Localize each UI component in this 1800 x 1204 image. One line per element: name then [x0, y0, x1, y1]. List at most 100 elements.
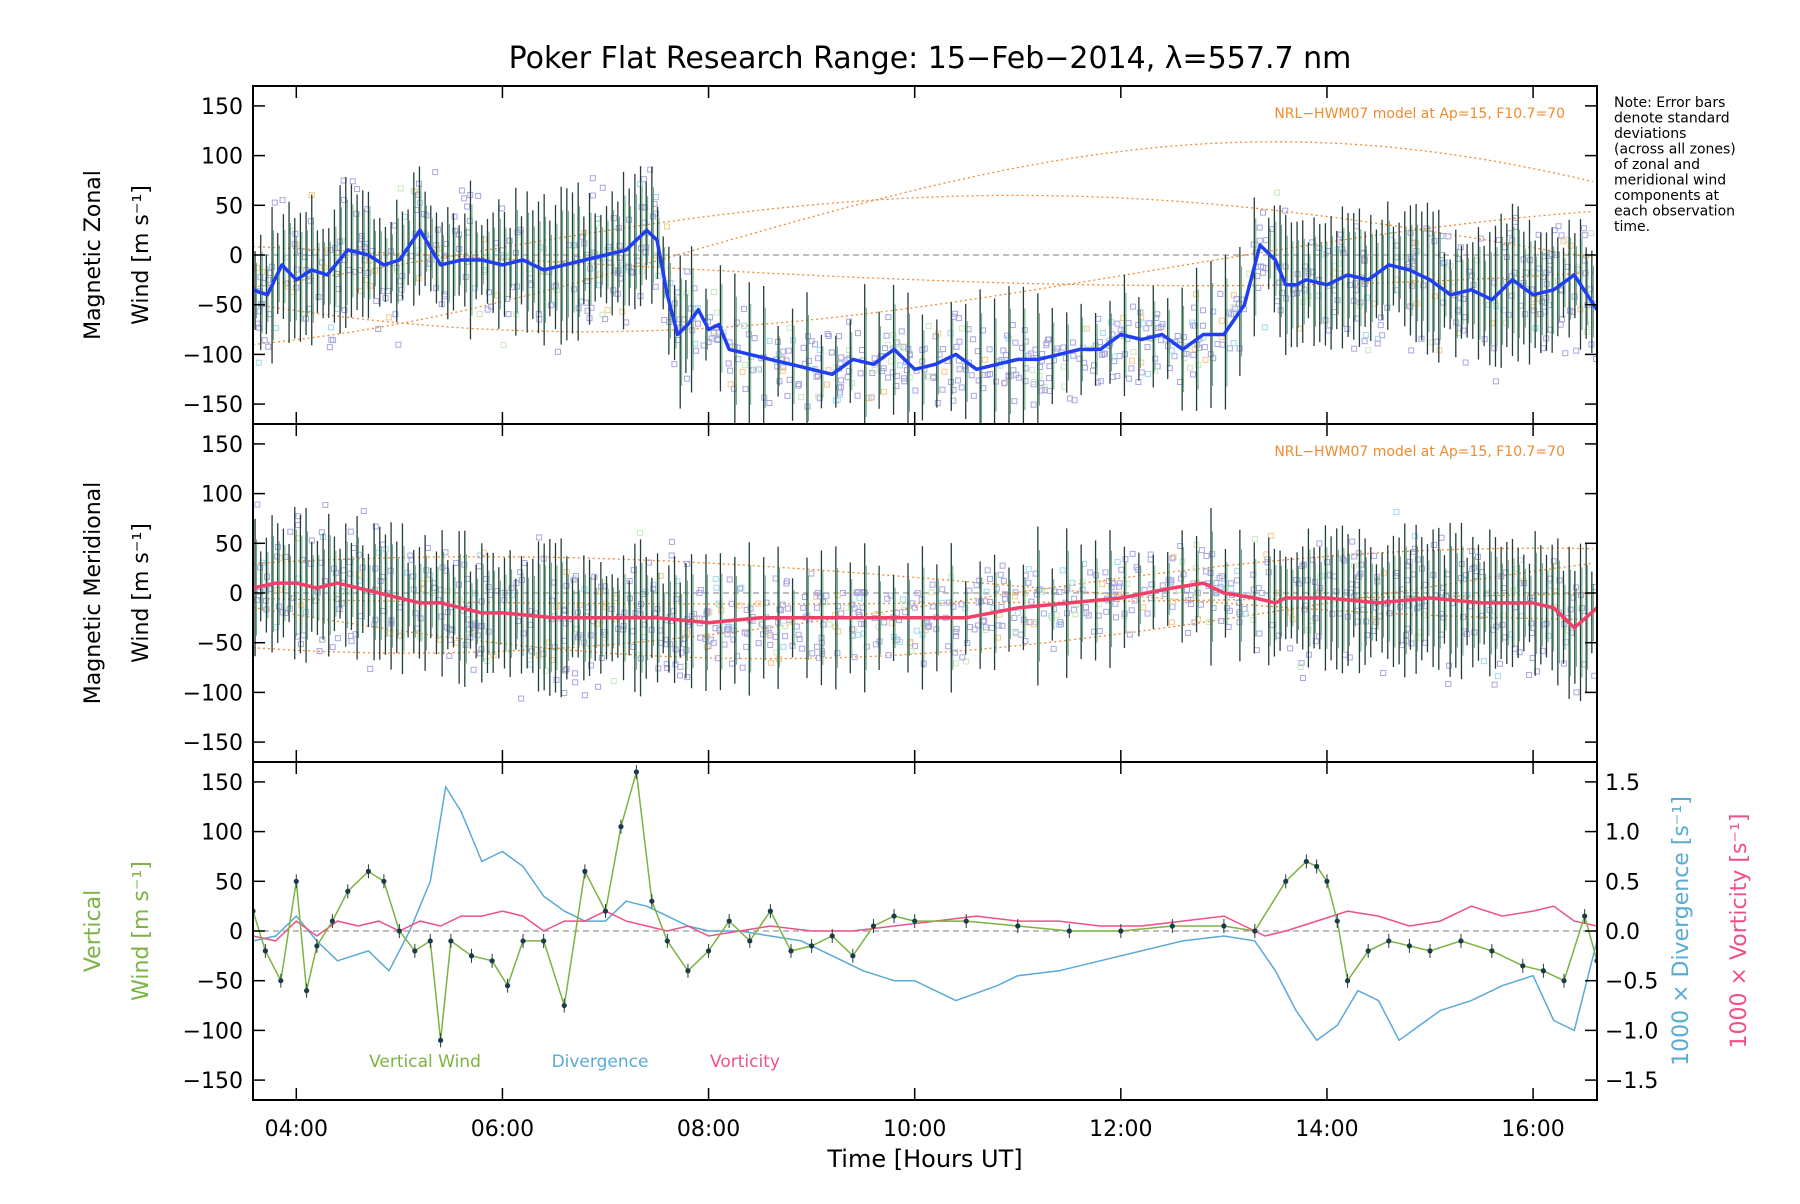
scatter-point [334, 635, 341, 642]
vertical-wind-point [561, 1002, 567, 1009]
scatter-point [664, 664, 671, 671]
vertical-wind-point [891, 913, 897, 919]
scatter-point [1517, 302, 1524, 309]
scatter-point [1014, 610, 1021, 617]
scatter-point [982, 624, 989, 631]
vertical-wind-point [303, 988, 310, 994]
x-axis-label: Time [Hours UT] [826, 1145, 1022, 1173]
scatter-point [1183, 586, 1190, 593]
scatter-point [542, 667, 549, 674]
scatter-point [798, 394, 805, 401]
scatter-point [626, 595, 633, 602]
scatter-point [572, 679, 579, 686]
scatter-point [536, 534, 543, 541]
scatter-point [825, 332, 832, 339]
scatter-point [475, 192, 482, 199]
vertical-wind-point [649, 898, 655, 904]
note-line: components at [1614, 188, 1720, 204]
scatter-point [589, 192, 596, 199]
scatter-point [871, 366, 878, 373]
scatter-point [1250, 571, 1257, 578]
scatter-point [692, 340, 699, 347]
scatter-point [684, 674, 691, 681]
scatter-point [462, 641, 469, 648]
scatter-point [1253, 647, 1260, 654]
vertical-wind-point [1458, 938, 1464, 944]
y-tick-label: 150 [201, 95, 243, 120]
vertical-wind-point [726, 918, 732, 924]
scatter-point [1022, 638, 1029, 645]
model-label: NRL−HWM07 model at Ap=15, F10.7=70 [1274, 106, 1565, 122]
scatter-point [1346, 654, 1353, 661]
scatter-point [1440, 584, 1447, 591]
vertical-wind-point [437, 1037, 444, 1043]
scatter-point [1514, 565, 1521, 572]
scatter-point [1217, 290, 1224, 297]
vertical-wind-point [633, 769, 640, 775]
scatter-point [766, 337, 773, 344]
scatter-point [793, 623, 800, 630]
scatter-point [1070, 606, 1077, 613]
scatter-point [1009, 322, 1016, 329]
x-tick-label: 08:00 [677, 1117, 740, 1142]
scatter-point [1438, 534, 1445, 541]
vertical-wind-point [1365, 948, 1371, 954]
scatter-point [1233, 577, 1240, 584]
y-tick-label: 0 [229, 920, 243, 945]
panel-2: NRL−HWM07 model at Ap=15, F10.7=70 150 100… [81, 423, 1598, 763]
scatter-point [553, 603, 560, 610]
scatter-point [329, 644, 336, 651]
scatter-point [975, 377, 982, 384]
x-tick-label: 16:00 [1501, 1117, 1564, 1142]
scatter-point [885, 314, 892, 321]
scatter-point [755, 600, 762, 607]
scatter-point [1147, 556, 1154, 563]
scatter-point [1371, 552, 1378, 559]
scatter-point [779, 367, 786, 374]
scatter-point [953, 343, 960, 350]
y2-tick-label: 0.0 [1605, 920, 1640, 945]
scatter-point [1103, 608, 1110, 615]
scatter-point [300, 632, 307, 639]
scatter-point [1431, 542, 1438, 549]
scatter-point [1169, 619, 1176, 626]
scatter-point [1050, 645, 1057, 652]
vertical-wind-point [293, 878, 299, 884]
scatter-point [1377, 322, 1384, 329]
scatter-point [945, 643, 952, 650]
scatter-point [316, 648, 323, 655]
scatter-point [1218, 573, 1225, 580]
scatter-point [981, 356, 988, 363]
scatter-point [1214, 340, 1221, 347]
vertical-wind-point [365, 868, 372, 874]
scatter-point [1377, 314, 1384, 321]
scatter-point [1128, 607, 1135, 614]
scatter-point [652, 194, 659, 201]
scatter-point [1298, 659, 1305, 666]
scatter-point [1028, 598, 1035, 605]
vertical-wind-point [1314, 863, 1320, 869]
scatter-point [1232, 305, 1239, 312]
meridional-wind-line [253, 581, 1597, 630]
scatter-point [956, 338, 963, 345]
vertical-wind-point [427, 938, 433, 944]
scatter-point [1030, 401, 1037, 408]
note-line: each observation [1614, 204, 1735, 220]
note-line: time. [1614, 219, 1650, 235]
y2-tick-label: −1.0 [1605, 1019, 1658, 1044]
scatter-point [823, 592, 830, 599]
scatter-point [953, 633, 960, 640]
scatter-point [1025, 579, 1032, 586]
scatter-point [492, 239, 499, 246]
vertical-wind-point [1283, 878, 1289, 884]
scatter-point [703, 644, 710, 651]
scatter-point [1581, 225, 1588, 232]
scatter-point [721, 641, 728, 648]
scatter-point [1030, 621, 1037, 628]
scatter-point [630, 643, 637, 650]
scatter-point [780, 643, 787, 650]
scatter-point [1334, 297, 1341, 304]
scatter-point [372, 523, 379, 530]
scatter-point [954, 377, 961, 384]
scatter-point [598, 654, 605, 661]
